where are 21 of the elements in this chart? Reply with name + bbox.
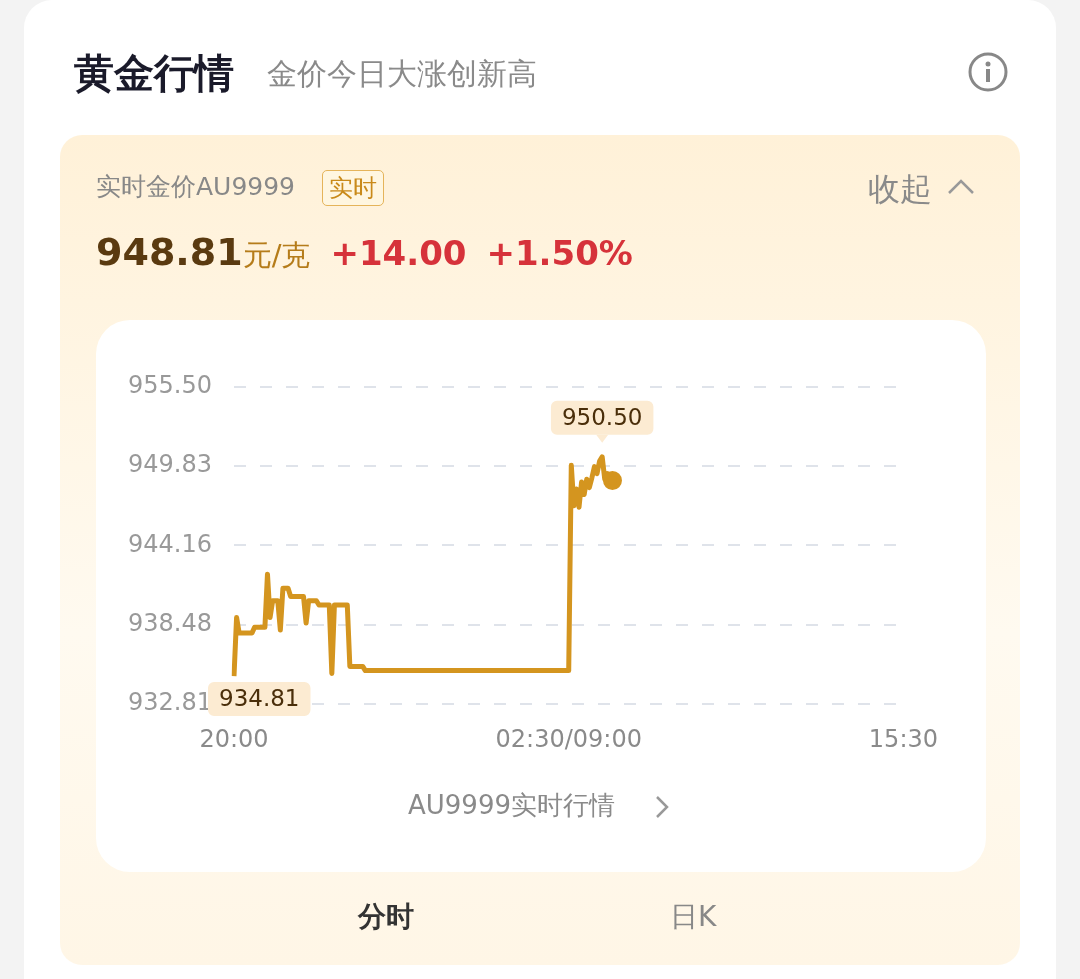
text: +14.00 [330,233,467,273]
text: 收起 [868,169,932,210]
text: 分时 [358,899,414,935]
text: 948.81元/克 [96,230,311,274]
annotation: 950.50 [561,403,643,430]
x-tick-label: 15:30 [868,724,938,753]
chart-title: 黄金行情 [74,49,234,98]
y-tick-label: 949.83 [128,450,212,479]
y-tick-label: 944.16 [128,529,212,558]
x-tick-label: 02:30/09:00 [495,724,642,753]
y-tick-label: 955.50 [128,371,212,400]
chart-subtitle: 金价今日大涨创新高 [267,55,537,93]
x-tick-label: 20:00 [199,724,269,753]
text: 日K [670,899,717,935]
text: AU9999实时行情 [408,790,615,820]
text: 实时 [322,170,384,206]
text: +1.50% [486,233,633,273]
y-tick-label: 938.48 [128,609,212,638]
text: 实时金价AU9999 [96,171,296,203]
annotation: 934.81 [219,685,300,712]
y-tick-label: 932.81 [128,688,212,717]
